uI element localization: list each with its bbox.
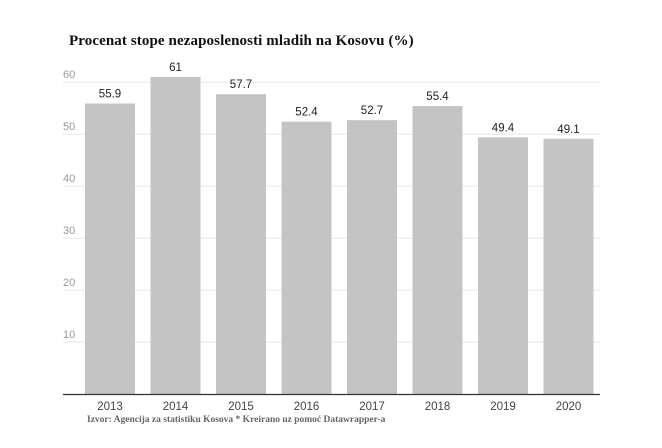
x-tick-label: 2016 [294, 401, 320, 413]
y-tick-label: 60 [63, 69, 75, 81]
y-tick-label: 40 [63, 173, 75, 185]
source-note: Izvor: Agencija za statistiku Kosova * K… [87, 415, 386, 425]
data-label: 49.1 [557, 124, 579, 136]
x-tick-label: 2017 [359, 401, 385, 413]
x-tick-label: 2013 [97, 401, 123, 413]
y-tick-label: 50 [63, 121, 75, 133]
data-label: 61 [169, 62, 182, 74]
y-tick-label: 30 [63, 225, 75, 237]
x-tick-label: 2015 [228, 401, 254, 413]
chart-title: Procenat stope nezaposlenosti mladih na … [69, 33, 414, 49]
data-label: 52.7 [361, 105, 383, 117]
bar [412, 106, 463, 395]
x-tick-label: 2018 [425, 401, 451, 413]
y-tick-label: 20 [63, 277, 75, 289]
bars [85, 77, 594, 395]
bar [543, 138, 594, 394]
x-axis-labels: 2013 2014 2015 2016 2017 2018 2019 2020 [97, 401, 581, 413]
y-tick-label: 10 [63, 329, 75, 341]
data-labels: 55.9 61 57.7 52.4 52.7 55.4 49.4 49.1 [99, 62, 580, 136]
x-tick-label: 2020 [556, 401, 582, 413]
data-label: 52.4 [295, 107, 318, 119]
data-label: 57.7 [230, 79, 252, 91]
bar [216, 94, 266, 395]
bar [150, 77, 201, 394]
data-label: 55.9 [99, 89, 121, 101]
bar [347, 120, 397, 395]
data-label: 49.4 [492, 122, 515, 134]
data-label: 55.4 [426, 91, 449, 103]
x-tick-label: 2014 [163, 401, 189, 413]
bar [85, 103, 135, 394]
bar [281, 121, 332, 394]
bar [478, 137, 528, 394]
x-tick-label: 2019 [490, 401, 516, 413]
